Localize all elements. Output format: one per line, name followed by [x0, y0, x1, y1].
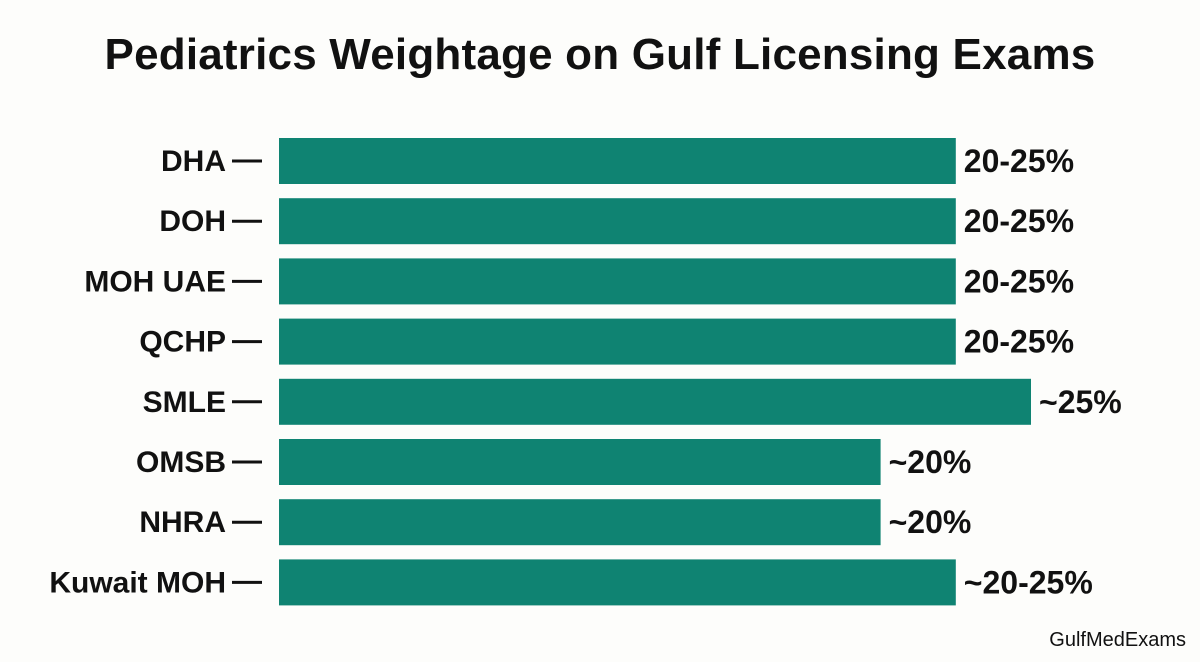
bar-kuwait-moh	[279, 559, 956, 606]
category-label-doh: DOH	[159, 205, 226, 238]
value-label-omsb: ~20%	[889, 444, 972, 480]
value-label-doh: 20-25%	[964, 203, 1074, 239]
value-label-dha: 20-25%	[964, 143, 1074, 179]
category-label-dha: DHA	[161, 145, 226, 178]
value-label-qchp: 20-25%	[964, 324, 1074, 360]
bar-qchp	[279, 318, 956, 365]
category-label-omsb: OMSB	[136, 446, 226, 479]
bar-moh-uae	[279, 258, 956, 305]
bar-omsb	[279, 439, 881, 485]
bar-dha	[279, 138, 956, 184]
value-label-kuwait-moh: ~20-25%	[964, 564, 1093, 600]
value-label-nhra: ~20%	[889, 504, 972, 540]
value-label-moh-uae: 20-25%	[964, 263, 1074, 299]
chart-title: Pediatrics Weightage on Gulf Licensing E…	[104, 30, 1096, 79]
category-label-nhra: NHRA	[139, 506, 226, 539]
category-label-kuwait-moh: Kuwait MOH	[49, 566, 226, 599]
bar-doh	[279, 198, 956, 245]
value-label-smle: ~25%	[1039, 384, 1122, 420]
category-label-smle: SMLE	[143, 386, 226, 419]
bar-smle	[279, 378, 1031, 425]
bar-nhra	[279, 499, 881, 546]
category-label-moh-uae: MOH UAE	[84, 265, 226, 298]
category-label-qchp: QCHP	[139, 326, 226, 359]
watermark: GulfMedExams	[1049, 629, 1186, 651]
